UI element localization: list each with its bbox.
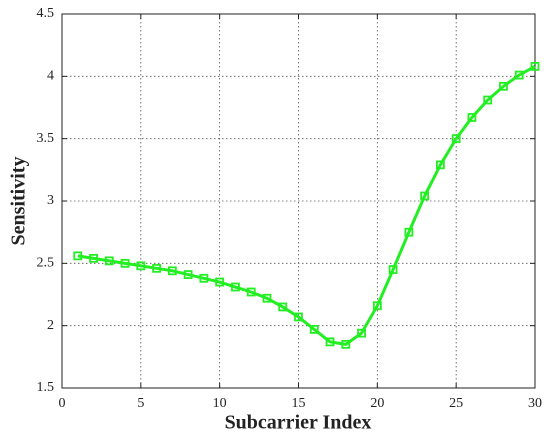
marker bbox=[372, 301, 382, 311]
marker bbox=[294, 312, 303, 322]
x-tick-label: 10 bbox=[213, 396, 227, 411]
marker bbox=[262, 293, 272, 303]
y-tick-label: 3 bbox=[47, 193, 54, 208]
x-tick-label: 20 bbox=[370, 396, 384, 411]
x-axis-label: Subcarrier Index bbox=[225, 412, 372, 434]
marker bbox=[120, 258, 130, 268]
x-tick-label: 25 bbox=[449, 396, 463, 411]
marker bbox=[420, 191, 430, 201]
marker bbox=[309, 325, 319, 334]
marker bbox=[435, 160, 445, 170]
marker bbox=[530, 61, 540, 71]
line bbox=[77, 65, 536, 346]
plot-frame bbox=[61, 13, 536, 389]
y-axis-label: Sensitivity bbox=[8, 157, 30, 246]
marker bbox=[104, 256, 114, 266]
marker bbox=[231, 282, 240, 292]
marker bbox=[325, 337, 335, 347]
marker bbox=[341, 339, 351, 349]
marker bbox=[467, 113, 477, 122]
y-tick-label: 4 bbox=[47, 69, 54, 84]
marker bbox=[89, 253, 98, 263]
x-tick-label: 15 bbox=[292, 396, 306, 411]
marker bbox=[451, 134, 461, 144]
marker bbox=[483, 95, 493, 105]
marker bbox=[357, 328, 366, 338]
marker bbox=[136, 261, 146, 271]
y-tick-label: 2.5 bbox=[37, 256, 55, 271]
y-tick-label: 3.5 bbox=[37, 131, 55, 146]
marker bbox=[183, 270, 193, 279]
marker bbox=[499, 81, 508, 91]
x-tick-label: 5 bbox=[137, 396, 144, 411]
marker bbox=[246, 287, 256, 297]
marker bbox=[278, 302, 288, 312]
y-tick-label: 1.5 bbox=[37, 380, 55, 395]
x-tick-label: 0 bbox=[59, 396, 66, 411]
y-tick-label: 2 bbox=[47, 318, 54, 333]
x-tick-label: 30 bbox=[528, 396, 542, 411]
marker bbox=[404, 227, 414, 237]
y-tick-label: 4.5 bbox=[37, 6, 55, 21]
marker bbox=[514, 70, 524, 80]
marker bbox=[73, 251, 83, 261]
marker bbox=[167, 266, 177, 276]
marker bbox=[215, 277, 225, 287]
marker bbox=[199, 273, 209, 283]
marker bbox=[152, 263, 162, 273]
marker bbox=[388, 265, 398, 274]
